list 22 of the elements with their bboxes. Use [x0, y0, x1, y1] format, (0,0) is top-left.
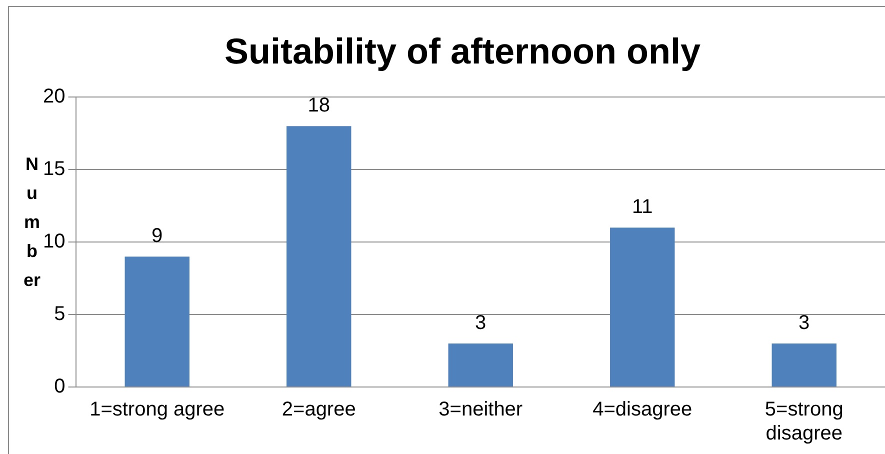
chart-title: Suitability of afternoon only: [224, 30, 700, 72]
y-tick-label: 5: [54, 303, 66, 326]
x-tick-label: 5=strong disagree: [764, 398, 844, 445]
data-label: 9: [152, 225, 163, 248]
bar: [124, 256, 190, 386]
y-tick-label: 0: [54, 376, 66, 398]
y-axis-title: Number: [22, 153, 42, 292]
data-label: 18: [308, 94, 330, 117]
bar: [286, 126, 352, 386]
data-label: 11: [632, 196, 653, 218]
x-tick-label: 4=disagree: [592, 398, 692, 421]
x-tick-label: 2=agree: [282, 398, 356, 421]
y-tick-label: 15: [42, 158, 66, 180]
data-label: 3: [475, 312, 486, 334]
y-tick-label: 10: [42, 230, 66, 253]
bar: [772, 344, 836, 386]
x-tick-label: 1=strong agree: [90, 398, 225, 421]
y-tick-label: 20: [42, 86, 66, 108]
bar: [448, 344, 513, 386]
x-tick-label: 3=neither: [438, 398, 523, 421]
data-label: 3: [798, 312, 810, 334]
bar: [610, 228, 675, 386]
